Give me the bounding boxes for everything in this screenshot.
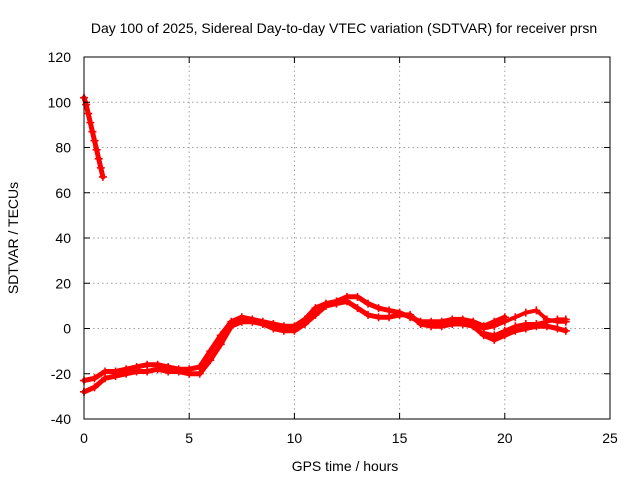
data-point (395, 310, 404, 319)
data-point (143, 360, 152, 369)
data-point (532, 306, 541, 315)
data-point (153, 365, 162, 374)
data-point (101, 367, 110, 376)
data-point (479, 329, 488, 338)
data-point (269, 324, 278, 333)
data-points (80, 93, 570, 396)
data-point (290, 326, 299, 335)
data-point (490, 322, 499, 331)
data-point (90, 136, 99, 145)
data-point (511, 313, 520, 322)
data-point (458, 317, 467, 326)
y-tick-label: 80 (55, 140, 71, 156)
x-tick-label: 25 (602, 430, 618, 446)
y-tick-label: 0 (63, 321, 71, 337)
data-point (311, 310, 320, 319)
data-point (406, 310, 415, 319)
data-point (374, 313, 383, 322)
y-axis-label: SDTVAR / TECUs (5, 182, 21, 294)
data-point (469, 319, 478, 328)
data-point (353, 304, 362, 313)
data-point (216, 340, 225, 349)
data-point (227, 322, 236, 331)
x-tick-label: 5 (185, 430, 193, 446)
data-point (174, 367, 183, 376)
data-point (427, 322, 436, 331)
series-main-band-lower (80, 297, 570, 396)
data-point (206, 356, 215, 365)
data-point (84, 109, 93, 118)
y-tick-label: 120 (48, 49, 72, 65)
data-point (248, 317, 257, 326)
data-point (101, 374, 110, 383)
data-point (111, 372, 120, 381)
series-late-lower-branch (479, 315, 570, 340)
data-point (364, 299, 373, 308)
data-point (332, 299, 341, 308)
data-point (206, 347, 215, 356)
data-point (385, 306, 394, 315)
data-point (98, 172, 107, 181)
data-point (500, 317, 509, 326)
data-point (532, 319, 541, 328)
data-point (561, 315, 570, 324)
data-point (553, 315, 562, 324)
data-point (490, 331, 499, 340)
data-point (374, 304, 383, 313)
data-point (343, 297, 351, 306)
data-point (364, 310, 373, 319)
data-point (88, 127, 97, 136)
x-axis-label: GPS time / hours (292, 458, 399, 474)
series-trace (81, 95, 106, 180)
x-tick-label: 20 (497, 430, 513, 446)
data-point (132, 367, 141, 376)
series-trace (81, 298, 569, 395)
chart-title: Day 100 of 2025, Sidereal Day-to-day VTE… (91, 20, 597, 36)
data-point (448, 319, 457, 328)
y-tick-label: 100 (48, 94, 72, 110)
data-point (500, 326, 509, 335)
data-point (521, 319, 530, 328)
data-point (321, 301, 330, 310)
data-point (94, 154, 103, 163)
y-tick-label: -20 (51, 366, 71, 382)
x-tick-label: 10 (287, 430, 303, 446)
y-tick-label: -40 (51, 411, 71, 427)
axis-ticks: 0 5 10 15 20 25 -40 -20 0 20 40 60 80 100 120 (48, 49, 618, 446)
data-point (311, 304, 320, 313)
data-point (90, 374, 99, 383)
grid (84, 57, 610, 419)
x-tick-label: 15 (392, 430, 408, 446)
y-tick-label: 20 (55, 275, 71, 291)
data-point (164, 367, 173, 376)
data-point (353, 292, 362, 301)
data-point (86, 118, 95, 127)
data-point (143, 367, 152, 376)
y-tick-label: 40 (55, 230, 71, 246)
data-point (185, 369, 194, 378)
data-point (90, 383, 99, 392)
data-point (542, 317, 551, 326)
data-point (561, 326, 570, 335)
data-point (511, 322, 520, 331)
x-tick-label: 0 (80, 430, 88, 446)
data-point (437, 322, 446, 331)
y-tick-label: 60 (55, 185, 71, 201)
data-point (237, 317, 246, 326)
data-point (92, 145, 101, 154)
data-point (385, 313, 394, 322)
data-point (279, 326, 288, 335)
data-point (416, 319, 425, 328)
data-point (258, 319, 267, 328)
data-point (195, 369, 204, 378)
data-point (122, 369, 131, 378)
data-point (300, 319, 309, 328)
data-point (521, 308, 530, 317)
data-point (553, 324, 562, 333)
data-point (96, 163, 105, 172)
